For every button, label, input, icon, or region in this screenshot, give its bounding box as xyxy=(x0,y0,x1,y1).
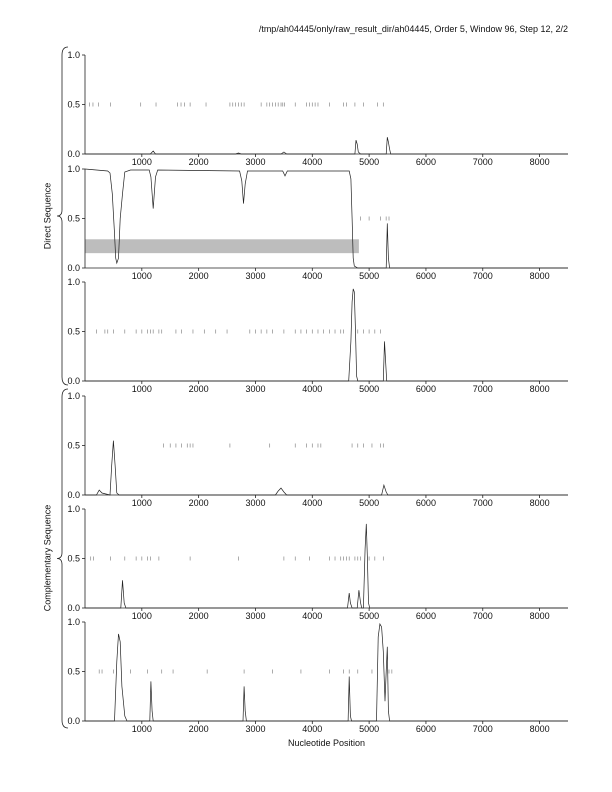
y-tick-label: 1.0 xyxy=(67,164,80,174)
x-tick-label: 8000 xyxy=(530,157,550,167)
group-label-direct: Direct Sequence xyxy=(41,182,52,250)
series-line xyxy=(85,523,568,609)
x-tick-label: 6000 xyxy=(416,498,436,508)
x-tick-label: 1000 xyxy=(132,271,152,281)
group-label-complementary: Complementary Sequence xyxy=(41,504,52,612)
x-tick-label: 2000 xyxy=(189,271,209,281)
page-header: /tmp/ah04445/only/raw_result_dir/ah04445… xyxy=(258,24,568,34)
y-tick-label: 1.0 xyxy=(67,50,80,60)
x-tick-label: 5000 xyxy=(359,384,379,394)
x-tick-label: 7000 xyxy=(473,724,493,734)
x-tick-label: 3000 xyxy=(245,611,265,621)
x-tick-label: 1000 xyxy=(132,157,152,167)
y-tick-label: 0.5 xyxy=(67,554,80,564)
x-tick-label: 5000 xyxy=(359,611,379,621)
y-tick-label: 0.5 xyxy=(67,327,80,337)
x-tick-label: 2000 xyxy=(189,498,209,508)
x-tick-label: 5000 xyxy=(359,724,379,734)
x-tick-label: 2000 xyxy=(189,611,209,621)
y-tick-label: 0.0 xyxy=(67,716,80,726)
x-tick-label: 1000 xyxy=(132,384,152,394)
x-tick-label: 3000 xyxy=(245,498,265,508)
x-tick-label: 8000 xyxy=(530,611,550,621)
brace-complementary xyxy=(56,388,69,729)
x-tick-label: 7000 xyxy=(473,498,493,508)
x-tick-label: 5000 xyxy=(359,157,379,167)
brace-direct xyxy=(56,46,69,386)
y-tick-label: 0.0 xyxy=(67,490,80,500)
x-tick-label: 8000 xyxy=(530,498,550,508)
x-tick-label: 7000 xyxy=(473,271,493,281)
y-tick-label: 0.5 xyxy=(67,667,80,677)
x-tick-label: 6000 xyxy=(416,724,436,734)
y-tick-label: 0.0 xyxy=(67,149,80,159)
series-line xyxy=(84,168,568,269)
y-tick-label: 1.0 xyxy=(67,391,80,401)
y-tick-label: 0.0 xyxy=(67,263,80,273)
series-line xyxy=(85,288,568,382)
x-tick-label: 8000 xyxy=(530,724,550,734)
x-tick-label: 7000 xyxy=(473,611,493,621)
series-line xyxy=(85,137,568,155)
x-tick-label: 3000 xyxy=(245,271,265,281)
x-tick-label: 1000 xyxy=(132,611,152,621)
x-tick-label: 1000 xyxy=(132,498,152,508)
y-tick-label: 1.0 xyxy=(67,277,80,287)
x-tick-label: 6000 xyxy=(416,157,436,167)
y-tick-label: 0.0 xyxy=(67,603,80,613)
y-tick-label: 0.0 xyxy=(67,376,80,386)
x-tick-label: 4000 xyxy=(302,498,322,508)
x-tick-label: 8000 xyxy=(530,271,550,281)
x-tick-label: 2000 xyxy=(189,157,209,167)
x-tick-label: 6000 xyxy=(416,611,436,621)
x-tick-label: 5000 xyxy=(359,271,379,281)
x-tick-label: 2000 xyxy=(189,384,209,394)
y-tick-label: 1.0 xyxy=(67,504,80,514)
x-tick-label: 8000 xyxy=(530,384,550,394)
x-tick-label: 4000 xyxy=(302,384,322,394)
y-tick-label: 1.0 xyxy=(67,617,80,627)
y-tick-label: 0.5 xyxy=(67,441,80,451)
y-tick-label: 0.5 xyxy=(67,214,80,224)
x-tick-label: 6000 xyxy=(416,271,436,281)
x-tick-label: 7000 xyxy=(473,384,493,394)
series-line xyxy=(85,622,568,722)
x-tick-label: 1000 xyxy=(132,724,152,734)
x-tick-label: 3000 xyxy=(245,724,265,734)
x-tick-label: 4000 xyxy=(302,724,322,734)
x-tick-label: 3000 xyxy=(245,157,265,167)
highlight-band xyxy=(85,239,359,254)
x-tick-label: 5000 xyxy=(359,498,379,508)
x-tick-label: 6000 xyxy=(416,384,436,394)
series-line xyxy=(85,440,568,496)
x-tick-label: 2000 xyxy=(189,724,209,734)
x-tick-label: 3000 xyxy=(245,384,265,394)
x-tick-label: 7000 xyxy=(473,157,493,167)
y-tick-label: 0.5 xyxy=(67,100,80,110)
x-tick-label: 4000 xyxy=(302,611,322,621)
x-tick-label: 4000 xyxy=(302,271,322,281)
x-tick-label: 4000 xyxy=(302,157,322,167)
x-axis-label: Nucleotide Position xyxy=(287,738,366,748)
